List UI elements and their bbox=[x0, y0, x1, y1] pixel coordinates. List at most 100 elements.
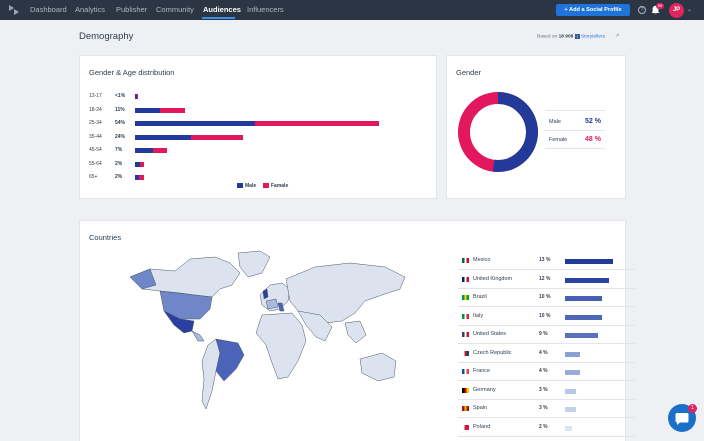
top-navigation-bar: Dashboard Analytics Publisher Community … bbox=[0, 0, 704, 20]
country-percent: 12 % bbox=[539, 275, 551, 282]
country-percent: 3 % bbox=[539, 386, 548, 393]
map-region-alaska bbox=[129, 268, 157, 290]
age-range-percent: <1% bbox=[115, 93, 126, 99]
legend-male-swatch bbox=[237, 183, 243, 188]
country-name: Germany bbox=[473, 386, 496, 393]
world-map bbox=[129, 250, 406, 410]
legend-female-label: Famale bbox=[271, 183, 289, 189]
italy-flag-icon bbox=[462, 313, 469, 319]
country-percent: 9 % bbox=[539, 331, 548, 337]
country-row: Italy 10 % bbox=[458, 308, 636, 326]
countries-card: Countries bbox=[79, 220, 636, 441]
country-name: Italy bbox=[473, 312, 484, 319]
female-percent: 48 % bbox=[585, 136, 601, 143]
age-bar-male bbox=[135, 107, 160, 113]
age-bar-female bbox=[191, 134, 244, 140]
chat-icon bbox=[675, 413, 689, 425]
nav-audiences[interactable]: Audiences bbox=[203, 5, 241, 14]
map-region-brazil bbox=[215, 338, 245, 382]
donut-male-slice bbox=[458, 92, 538, 172]
chevron-down-icon[interactable]: ⌄ bbox=[687, 7, 693, 13]
uk-flag-icon bbox=[462, 276, 469, 282]
help-icon[interactable]: ? bbox=[638, 6, 646, 14]
map-region-france bbox=[265, 298, 279, 310]
country-name: Spain bbox=[473, 405, 488, 411]
country-name: France bbox=[473, 368, 491, 374]
nav-dashboard[interactable]: Dashboard bbox=[30, 5, 67, 14]
nav-publisher[interactable]: Publisher bbox=[116, 5, 148, 14]
country-bar bbox=[565, 370, 580, 375]
age-bar-female bbox=[254, 121, 379, 126]
country-percent: 4 % bbox=[539, 349, 548, 356]
germany-flag-icon bbox=[462, 387, 469, 393]
card-title: Gender & Age distribution bbox=[89, 68, 175, 77]
card-title: Gender bbox=[456, 68, 482, 77]
country-bar bbox=[565, 277, 610, 283]
age-range-percent: 2% bbox=[115, 174, 123, 180]
age-bar-female bbox=[139, 161, 145, 167]
country-bar bbox=[565, 314, 602, 320]
male-percent: 52 % bbox=[585, 118, 601, 125]
country-bar bbox=[565, 351, 580, 357]
nav-analytics[interactable]: Analytics bbox=[75, 5, 106, 14]
male-label: Male bbox=[549, 119, 561, 125]
country-row: Czech Republic 4 % bbox=[458, 345, 636, 363]
map-region-south-america bbox=[201, 338, 221, 410]
age-bar-female bbox=[136, 94, 138, 99]
country-percent: 10 % bbox=[539, 294, 551, 300]
country-row: Spain 3 % bbox=[458, 400, 636, 418]
country-name: Brazil bbox=[473, 294, 487, 300]
external-link-icon[interactable]: ↗ bbox=[615, 33, 620, 39]
country-name: Poland bbox=[473, 423, 491, 430]
storytellers-link[interactable]: Storytellers bbox=[580, 34, 605, 40]
map-region-seasia bbox=[344, 320, 367, 344]
chat-badge: 1 bbox=[688, 404, 697, 413]
country-row: United Kingdom 12 % bbox=[458, 271, 636, 289]
age-range-label: 25-34 bbox=[89, 120, 102, 126]
gender-age-card: Gender & Age distribution 13-17 <1% 18-24 1… bbox=[79, 55, 437, 199]
age-range-label: 45-54 bbox=[89, 147, 102, 153]
legend-male-label: Male bbox=[245, 183, 257, 189]
poland-flag-icon bbox=[462, 424, 469, 430]
divider bbox=[545, 130, 605, 131]
france-flag-icon bbox=[462, 369, 469, 374]
card-title: Countries bbox=[89, 233, 122, 242]
nav-community[interactable]: Community bbox=[156, 5, 194, 14]
country-bar bbox=[565, 388, 577, 394]
map-region-greenland bbox=[237, 250, 271, 278]
country-row: United States 9 % bbox=[458, 326, 636, 344]
mexico-flag-icon bbox=[462, 258, 469, 263]
user-avatar[interactable]: JP bbox=[669, 3, 684, 18]
map-region-united-kingdom bbox=[262, 288, 269, 300]
country-bar bbox=[565, 333, 599, 338]
app-logo-icon[interactable] bbox=[8, 4, 20, 16]
map-region-italy bbox=[277, 302, 285, 312]
age-range-label: 55-64 bbox=[89, 160, 102, 167]
page-title: Demography bbox=[79, 31, 134, 42]
notification-badge: 99 bbox=[656, 3, 664, 9]
age-range-percent: 54% bbox=[115, 120, 126, 126]
country-row: Poland 2 % bbox=[458, 419, 636, 437]
age-range-label: 18-24 bbox=[89, 106, 102, 113]
active-tab-indicator bbox=[202, 17, 235, 19]
age-bar-male bbox=[135, 121, 255, 126]
map-region-central-america bbox=[191, 330, 205, 342]
nav-influencers[interactable]: Influencers bbox=[247, 5, 284, 14]
map-region-india bbox=[297, 310, 333, 342]
country-row: Germany 3 % bbox=[458, 382, 636, 400]
age-range-percent: 7% bbox=[115, 147, 123, 153]
us-flag-icon bbox=[462, 332, 469, 337]
country-row: Mexico 13 % bbox=[458, 252, 636, 270]
country-name: United States bbox=[473, 331, 507, 337]
country-percent: 4 % bbox=[539, 368, 548, 374]
spain-flag-icon bbox=[462, 406, 469, 411]
age-bar-male bbox=[135, 94, 137, 99]
add-social-profile-button[interactable]: + Add a Social Profile bbox=[556, 4, 630, 16]
country-bar bbox=[565, 425, 573, 431]
facebook-icon: f bbox=[574, 34, 580, 39]
based-on-count: 18 908 bbox=[558, 34, 574, 40]
country-percent: 10 % bbox=[539, 312, 551, 319]
age-bar-female bbox=[159, 107, 185, 113]
age-range-label: 35-44 bbox=[89, 133, 102, 140]
country-row: France 4 % bbox=[458, 363, 636, 381]
